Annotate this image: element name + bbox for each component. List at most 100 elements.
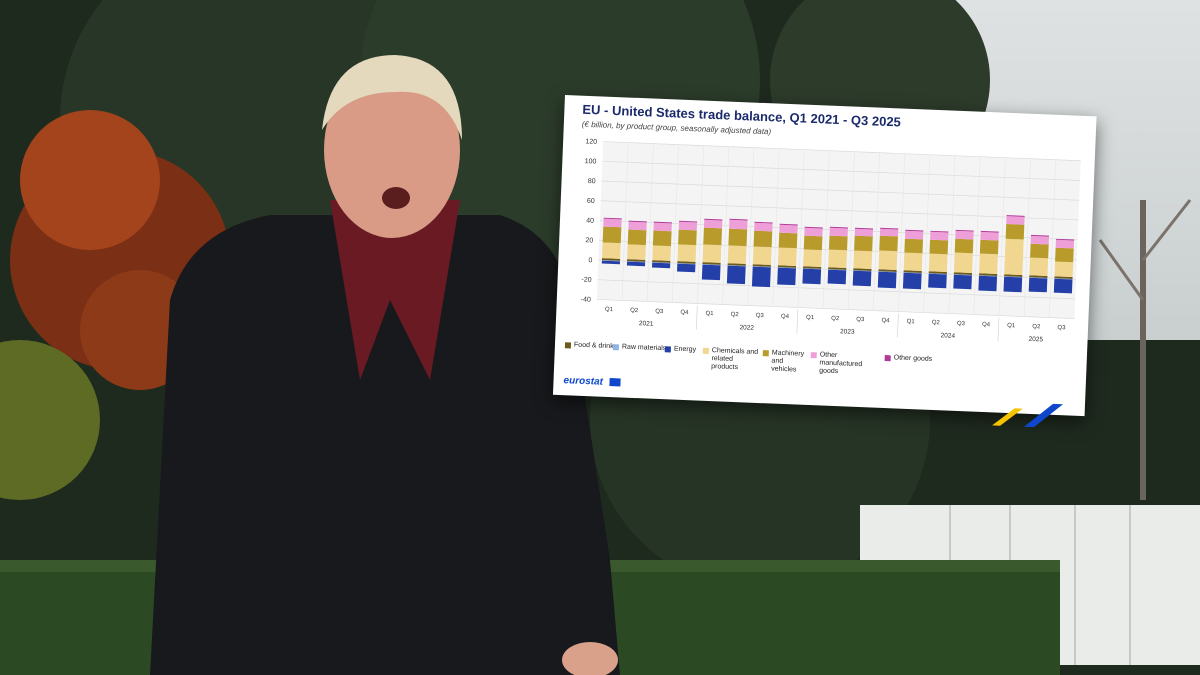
year-label: 2022 [739,324,754,332]
bar-segment [703,219,723,229]
bar-segment [703,227,723,246]
gridline [597,279,1076,300]
legend-label: Food & drink [573,341,614,351]
bar-segment [802,268,822,285]
bar-segment [751,266,771,288]
bar-segment [803,235,823,251]
year-separator [897,313,899,338]
vertical-gridline [697,145,705,304]
bar-segment [1054,276,1073,280]
legend-item: Chemicals and related products [702,347,761,373]
chart-card: EU - United States trade balance, Q1 202… [552,95,1097,428]
bar-segment [880,227,899,230]
bar-segment [854,228,874,237]
x-tick-label: Q4 [881,318,890,324]
legend-label: Chemicals and related products [711,347,759,372]
bar-segment [652,245,671,261]
bar-segment [854,227,874,230]
vertical-gridline [898,153,906,312]
bar-segment [1003,276,1023,293]
vertical-gridline [998,157,1006,316]
x-tick-label: Q2 [1032,324,1041,330]
bar-segment [1005,223,1025,240]
bar-segment [903,272,922,274]
bar-segment [1054,261,1074,278]
bar-segment [829,227,848,237]
y-tick-label: 40 [586,217,594,224]
vertical-gridline [772,148,780,307]
bar-segment [627,229,647,246]
bar-segment [752,264,771,267]
bar-segment [852,270,872,287]
bar-segment [603,218,622,228]
bar-segment [1004,274,1023,277]
bar-segment [928,273,947,275]
bar-segment [727,263,746,266]
bar-segment [853,250,873,269]
x-tick-label: Q1 [605,307,614,313]
bar-segment [779,223,798,226]
y-tick-label: 60 [587,198,595,205]
bar-segment [978,275,998,292]
y-tick-label: 100 [585,158,597,165]
bar-segment [878,269,897,272]
bar-segment [627,244,646,260]
bar-segment [652,260,671,263]
bar-segment [779,224,798,234]
bar-segment [701,264,721,281]
bar-segment [777,265,797,268]
x-tick-label: Q2 [932,320,941,326]
bar-segment [828,235,848,251]
legend-swatch [564,342,572,349]
legend-swatch [884,355,891,362]
year-label: 2024 [940,332,955,340]
bar-segment [878,250,898,270]
bar-segment [1055,238,1075,241]
vertical-gridline [747,147,755,306]
y-tick-label: -20 [581,277,591,284]
legend-item: Other goods [884,354,932,364]
x-tick-label: Q4 [680,310,689,316]
bar-segment [953,274,972,276]
gridline [600,200,1079,221]
bar-segment [726,265,746,285]
x-tick-label: Q2 [731,312,740,318]
vertical-gridline [923,154,931,313]
bar-segment [953,274,972,290]
x-tick-label: Q2 [831,316,840,322]
year-label: 2025 [1028,336,1043,344]
bar-segment [1055,247,1074,263]
bar-segment [953,252,973,274]
bar-segment [602,242,621,259]
bar-segment [754,222,773,232]
bar-segment [930,230,949,233]
bar-segment [902,272,922,290]
gridline [602,160,1080,181]
vertical-gridline [948,155,956,314]
legend-label: Machinery and vehicles [771,349,805,374]
legend-item: Energy [664,345,696,354]
bar-segment [853,268,872,271]
bar-segment [652,262,671,264]
bar-segment [979,239,999,255]
bar-segment [853,270,872,272]
bar-segment [1004,238,1024,276]
x-tick-label: Q1 [907,319,916,325]
bar-segment [628,220,647,223]
year-separator [796,309,799,334]
bar-segment [1029,257,1049,277]
x-tick-label: Q1 [1007,323,1016,329]
vertical-gridline [646,143,654,302]
bar-segment [628,221,647,231]
bar-segment [978,273,998,276]
legend-swatch [762,350,769,357]
vertical-gridline [873,152,880,311]
bar-segment [953,272,973,275]
legend-swatch [664,346,671,353]
bar-segment [653,221,672,224]
bar-segment [627,259,646,262]
bar-segment [980,231,999,241]
bar-segment [752,246,772,265]
bar-segment [979,253,998,275]
bar-segment [803,266,822,269]
